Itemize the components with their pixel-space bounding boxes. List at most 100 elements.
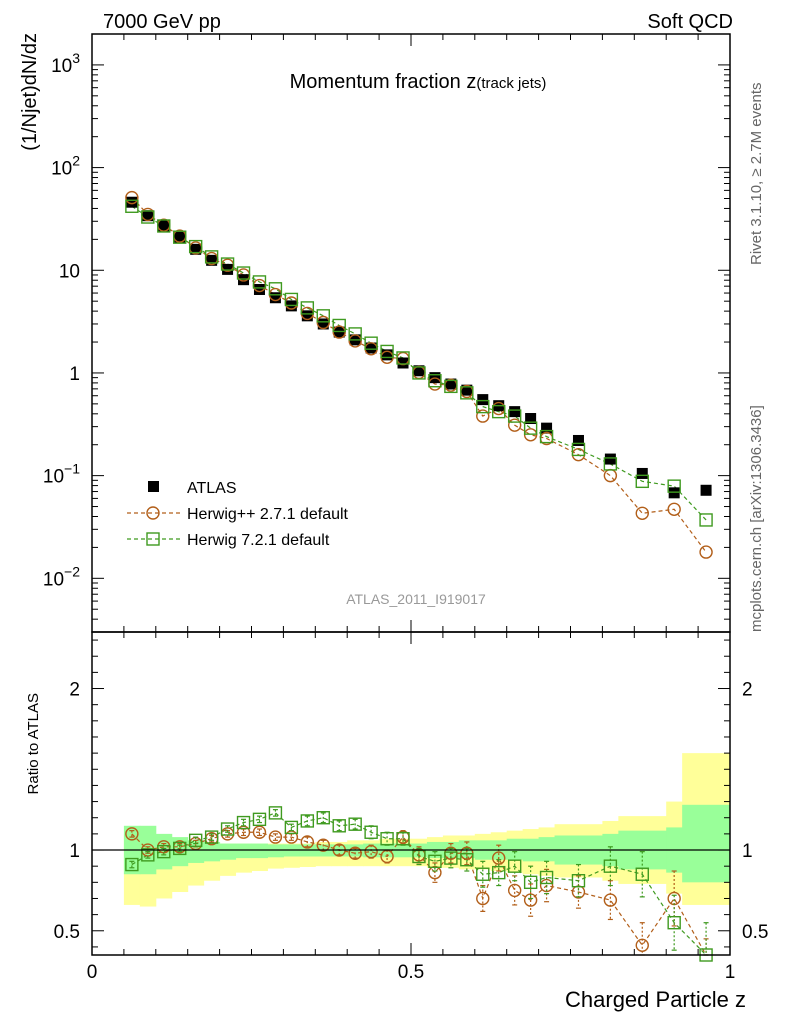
herwig7-ratio-point: [571, 874, 586, 888]
atlas-point: [301, 310, 313, 322]
band-inner-bin: [235, 843, 252, 859]
mcplots-label: mcplots.cern.ch [arXiv:1306.3436]: [748, 405, 765, 632]
herwig7-ratio-point: [332, 819, 346, 833]
atlas-point: [317, 318, 329, 330]
herwig7-point: [157, 219, 171, 233]
herwig7-point: [332, 318, 346, 333]
herwigpp-point: [348, 334, 362, 348]
herwigpp-ratio-point: [364, 844, 378, 859]
atlas-point: [525, 413, 537, 425]
herwig7-point: [460, 386, 474, 400]
herwigpp-ratio-point: [539, 878, 554, 893]
herwig7-point: [396, 351, 410, 365]
herwig7-point: [284, 292, 299, 307]
herwig7-ratio-point: [252, 812, 267, 827]
herwig7-ratio-point: [428, 854, 442, 869]
herwig7-point: [428, 374, 442, 388]
atlas-point: [604, 453, 616, 465]
atlas-point: [461, 384, 473, 396]
atlas-point: [174, 231, 186, 243]
herwig7-ratio-point: [667, 916, 681, 930]
herwig7-ratio-point: [476, 867, 490, 881]
atlas-point: [541, 422, 553, 434]
main-y-tick-label: 10−2: [43, 563, 80, 590]
herwig7-point: [188, 239, 203, 254]
herwig7-ratio-point: [396, 832, 410, 846]
herwig7-ratio-point: [635, 867, 649, 881]
herwigpp-point: [125, 190, 139, 205]
atlas-point: [190, 243, 202, 255]
legend-atlas-marker: [148, 481, 159, 492]
atlas-point: [477, 394, 489, 406]
atlas-point: [636, 467, 648, 479]
legend-herwigpp-label: Herwig++ 2.7.1 default: [187, 506, 349, 523]
herwig7-ratio-point: [284, 820, 299, 835]
herwig7-point: [316, 309, 330, 323]
atlas-point: [126, 196, 138, 208]
atlas-point: [572, 434, 584, 446]
herwig7-point: [300, 301, 315, 315]
plot-title-suffix: (track jets): [476, 75, 546, 92]
main-plot-series: [125, 190, 713, 559]
band-inner-bin: [203, 841, 221, 862]
herwig7-ratio-point: [204, 830, 219, 844]
legend-herwig7-marker: [146, 532, 160, 546]
herwigpp-point: [507, 418, 522, 432]
herwigpp-ratio-point: [300, 835, 315, 849]
herwig7-ratio-point: [348, 817, 362, 831]
band-inner-bin: [506, 838, 524, 860]
herwigpp-point: [603, 468, 618, 483]
herwig7-point: [348, 327, 362, 341]
herwig7-point: [252, 275, 267, 289]
herwig7-ratio-point: [268, 806, 283, 820]
herwig7-ratio-point: [125, 857, 139, 872]
herwig7-point: [125, 199, 139, 213]
legend-herwig7-label: Herwig 7.2.1 default: [187, 532, 330, 549]
herwigpp-point: [635, 506, 649, 520]
herwig7-point: [635, 474, 649, 489]
herwig7-point: [539, 429, 554, 444]
herwig7-point: [141, 210, 155, 224]
plot-title: Momentum fraction z(track jets): [290, 71, 547, 93]
ratio-plot-series: [125, 806, 713, 962]
plot-title-prefix: Momentum fraction: [290, 71, 467, 93]
herwig7-ratio-point: [316, 811, 330, 825]
atlas-point: [381, 349, 393, 361]
herwig7-ratio-line: [131, 812, 707, 956]
herwig7-ratio-point: [539, 870, 554, 885]
atlas-point: [509, 406, 521, 418]
ratio-plot-frame: [91, 631, 731, 956]
x-axis-label: Charged Particle z: [565, 987, 746, 1012]
analysis-label: ATLAS_2011_I919017: [346, 591, 486, 607]
main-y-tick-label: 103: [51, 50, 80, 77]
herwig7-ratio-point: [364, 825, 378, 839]
herwig7-point: [603, 457, 618, 471]
herwig7-ratio-point: [523, 875, 538, 890]
herwig7-point: [492, 404, 506, 419]
band-inner-bin: [682, 804, 731, 883]
x-tick-label: 0.5: [398, 962, 424, 983]
herwigpp-ratio-point: [635, 938, 649, 953]
ratio-axis-ticks: 0.5 0.5 1 1 2 2: [54, 639, 768, 948]
herwigpp-ratio-point: [667, 891, 681, 906]
atlas-point: [413, 365, 425, 377]
ratio-uncertainty-bands: [123, 753, 731, 907]
herwigpp-ratio-point: [523, 893, 538, 907]
herwigpp-ratio-point: [348, 846, 362, 860]
herwig7-point: [444, 379, 458, 394]
herwig7-ratio-point: [460, 853, 474, 867]
herwigpp-point: [667, 502, 681, 516]
herwig7-point: [173, 230, 187, 244]
band-inner-bin: [219, 843, 237, 860]
herwig7-point: [507, 409, 522, 423]
herwig7-point: [667, 479, 681, 493]
band-inner-bin: [251, 843, 268, 859]
herwig7-point: [699, 513, 713, 527]
main-y-tick-label: 102: [51, 153, 80, 180]
herwig7-point: [523, 421, 538, 435]
legend: ATLAS Herwig++ 2.7.1 default Herwig 7.2.…: [127, 480, 349, 549]
herwig7-ratio-point: [300, 814, 315, 828]
herwigpp-ratio-point: [252, 825, 267, 839]
herwig7-point: [204, 250, 219, 264]
herwig7-point: [476, 399, 490, 414]
